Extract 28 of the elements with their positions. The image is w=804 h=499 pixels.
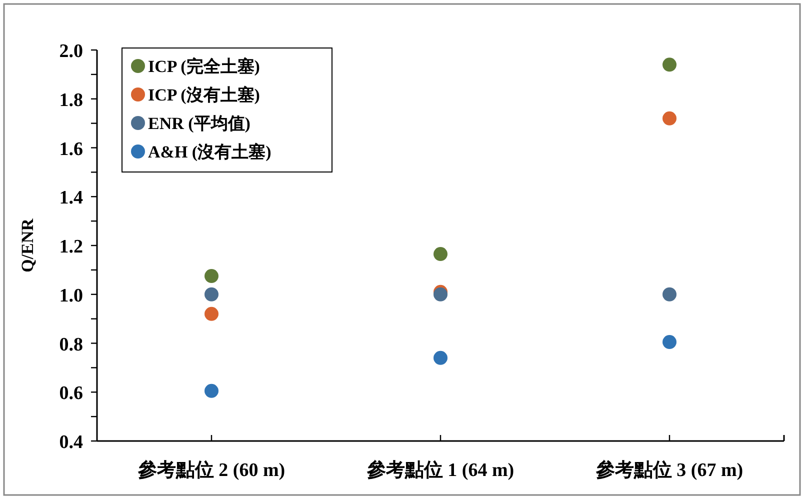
point	[204, 384, 218, 398]
point	[434, 350, 448, 365]
legend-label: ENR (平均值)	[148, 114, 250, 133]
y-tick-label: 1.8	[59, 90, 83, 111]
x-tick-label: 參考點位 3 (67 m)	[594, 459, 744, 481]
legend-label: ICP (完全土塞)	[148, 57, 260, 76]
point	[434, 247, 448, 262]
legend-label: ICP (沒有土塞)	[148, 86, 260, 104]
point	[434, 287, 448, 302]
point	[662, 335, 676, 350]
y-tick-label: 0.4	[59, 432, 84, 453]
y-tick-label: 1.0	[59, 285, 83, 306]
point	[204, 306, 218, 321]
y-tick-label: 0.8	[59, 334, 83, 356]
x-tick-label: 參考點位 1 (64 m)	[366, 459, 514, 481]
point	[204, 269, 218, 284]
y-axis-title: Q/ENR	[18, 218, 37, 272]
legend-label: A&H (沒有土塞)	[148, 142, 272, 162]
y-tick-label: 0.6	[59, 383, 83, 404]
point	[662, 111, 676, 126]
point	[662, 58, 676, 72]
y-tick-label: 2.0	[59, 41, 83, 62]
y-tick-label: 1.4	[59, 188, 84, 209]
x-tick-label: 參考點位 2 (60 m)	[136, 459, 286, 481]
point	[204, 287, 218, 302]
y-tick-label: 1.2	[59, 236, 83, 258]
y-tick-label: 1.6	[59, 138, 83, 160]
point	[662, 287, 676, 302]
